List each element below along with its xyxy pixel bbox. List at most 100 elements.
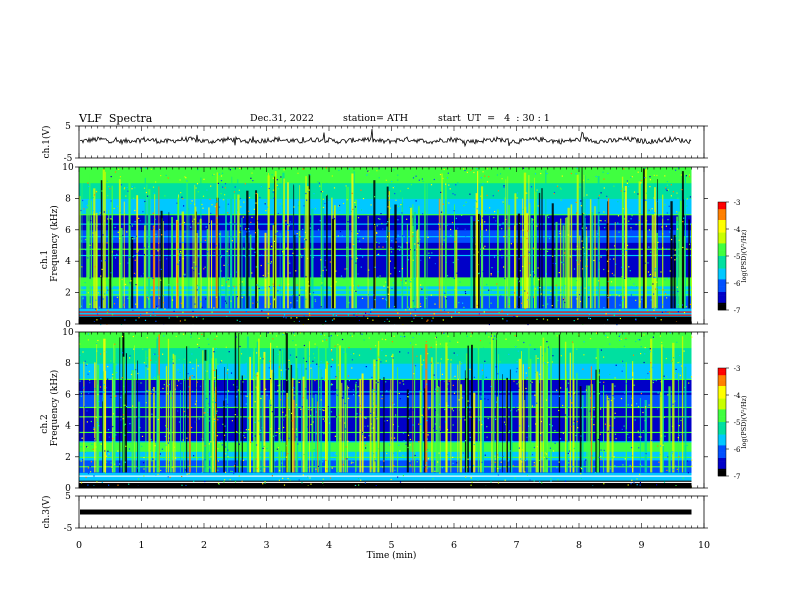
psd-speckle: [215, 412, 217, 414]
psd-speckle: [607, 319, 609, 321]
psd-speckle: [614, 385, 616, 387]
psd-speckle: [452, 377, 454, 379]
psd-speckle: [528, 367, 530, 369]
psd-speckle: [324, 266, 326, 268]
psd-speckle: [534, 288, 537, 290]
impulse-streak: [279, 233, 281, 309]
psd-speckle: [670, 184, 672, 186]
psd-speckle: [581, 227, 583, 229]
psd-speckle: [243, 432, 245, 434]
psd-speckle: [560, 260, 562, 263]
psd-speckle: [688, 382, 690, 384]
psd-speckle: [362, 237, 364, 239]
psd-speckle: [308, 285, 310, 287]
psd-speckle: [264, 203, 266, 205]
psd-speckle: [220, 193, 222, 195]
psd-speckle: [112, 413, 115, 415]
psd-speckle: [172, 358, 174, 360]
psd-speckle: [322, 269, 324, 272]
psd-speckle: [499, 391, 501, 393]
psd-speckle: [83, 386, 85, 388]
psd-speckle: [184, 319, 186, 321]
psd-speckle: [450, 228, 452, 231]
channel-label: ch.1: [40, 250, 50, 269]
psd-speckle: [529, 479, 531, 481]
psd-speckle: [433, 374, 435, 376]
psd-speckle: [604, 334, 607, 337]
psd-speckle: [549, 423, 551, 426]
psd-speckle: [370, 435, 372, 437]
x-tick-label: 2: [201, 540, 207, 551]
psd-speckle: [631, 397, 633, 399]
psd-speckle: [657, 408, 659, 410]
psd-speckle: [365, 447, 367, 449]
colorbar-swatch: [718, 371, 726, 374]
psd-speckle: [675, 372, 677, 374]
psd-speckle: [355, 471, 358, 473]
y-tick-label: 10: [62, 328, 74, 338]
psd-speckle: [197, 222, 199, 224]
psd-speckle: [82, 297, 84, 299]
psd-speckle: [621, 360, 624, 362]
psd-speckle: [546, 319, 549, 321]
psd-speckle: [607, 399, 609, 401]
psd-speckle: [184, 274, 186, 276]
impulse-streak: [606, 394, 609, 473]
psd-speckle: [222, 186, 224, 188]
impulse-streak: [347, 385, 348, 473]
psd-speckle: [680, 419, 682, 422]
psd-speckle: [443, 359, 445, 361]
psd-speckle: [92, 448, 94, 450]
psd-speckle: [297, 456, 299, 458]
impulse-streak: [481, 230, 483, 309]
psd-speckle: [611, 457, 613, 459]
psd-speckle: [190, 336, 192, 338]
psd-speckle: [329, 477, 332, 479]
psd-speckle: [331, 390, 334, 392]
impulse-streak: [550, 344, 552, 473]
psd-speckle: [645, 229, 647, 231]
psd-speckle: [335, 453, 337, 455]
colorbar-swatch: [718, 423, 726, 426]
psd-speckle: [110, 272, 112, 274]
psd-speckle: [329, 261, 331, 263]
impulse-streak: [560, 218, 562, 309]
psd-speckle: [235, 431, 238, 433]
psd-speckle: [576, 167, 578, 169]
impulse-streak: [326, 194, 328, 309]
psd-speckle: [385, 360, 387, 362]
psd-speckle: [131, 188, 133, 190]
impulse-streak: [591, 212, 594, 309]
psd-speckle: [93, 438, 95, 440]
psd-speckle: [376, 232, 378, 234]
psd-speckle: [205, 298, 207, 300]
y-tick-label: 2: [65, 453, 71, 463]
psd-speckle: [128, 448, 131, 450]
psd-speckle: [261, 310, 263, 312]
psd-speckle: [578, 263, 580, 265]
impulse-streak: [186, 177, 188, 309]
psd-speckle: [333, 218, 336, 220]
impulse-streak: [496, 333, 497, 473]
impulse-streak: [459, 361, 461, 473]
psd-speckle: [644, 199, 646, 201]
psd-speckle: [84, 304, 86, 306]
psd-speckle: [351, 258, 353, 260]
psd-speckle: [607, 248, 609, 250]
psd-speckle: [322, 409, 324, 411]
psd-speckle: [495, 418, 497, 420]
psd-speckle: [218, 442, 220, 444]
psd-speckle: [209, 467, 211, 469]
psd-speckle: [631, 455, 633, 457]
psd-speckle: [645, 453, 647, 455]
impulse-streak: [304, 338, 307, 473]
psd-speckle: [248, 210, 250, 212]
psd-speckle: [654, 268, 657, 270]
impulse-streak: [278, 350, 281, 473]
psd-speckle: [627, 364, 629, 366]
psd-speckle: [154, 218, 156, 220]
psd-speckle: [636, 484, 638, 486]
psd-speckle: [497, 190, 499, 192]
impulse-streak: [684, 366, 687, 473]
